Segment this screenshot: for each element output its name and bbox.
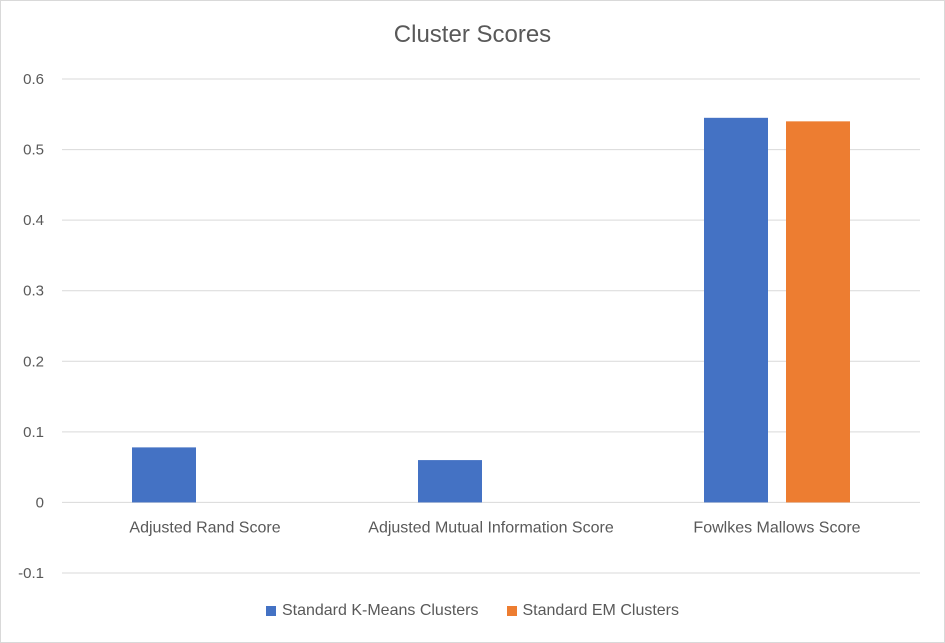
x-tick-label: Adjusted Rand Score	[129, 519, 280, 536]
x-tick-label: Adjusted Mutual Information Score	[368, 519, 614, 536]
bar-kmeans-1	[418, 460, 482, 503]
x-tick-label: Fowlkes Mallows Score	[693, 519, 860, 536]
y-tick-label: 0.4	[23, 212, 44, 229]
y-tick-label: 0.5	[23, 142, 44, 159]
y-tick-label: 0.3	[23, 283, 44, 300]
chart-title: Cluster Scores	[393, 21, 552, 48]
y-tick-label: 0.2	[23, 353, 44, 370]
legend-swatch-em	[506, 606, 517, 616]
y-axis-ticks: -0.1 0 0.1 0.2 0.3 0.4 0.5 0.6	[18, 71, 44, 582]
legend-item-kmeans: Standard K-Means Clusters	[265, 602, 479, 620]
legend-label-em: Standard EM Clusters	[522, 602, 680, 619]
x-axis-ticks: Adjusted Rand Score Adjusted Mutual Infor…	[129, 519, 860, 536]
bar-kmeans-0	[132, 447, 196, 503]
legend-label-kmeans: Standard K-Means Clusters	[281, 602, 479, 619]
bar-em-2	[786, 121, 850, 503]
legend-item-em: Standard EM Clusters	[506, 602, 680, 620]
legend: Standard K-Means Clusters Standard EM Cl…	[0, 602, 945, 620]
legend-swatch-kmeans	[265, 606, 276, 616]
y-tick-label: 0.1	[23, 424, 44, 441]
bars	[132, 117, 850, 503]
gridlines	[62, 78, 920, 574]
y-tick-label: 0	[36, 494, 44, 511]
y-tick-label: -0.1	[18, 565, 44, 582]
y-tick-label: 0.6	[23, 71, 44, 88]
bar-kmeans-2	[704, 117, 768, 503]
